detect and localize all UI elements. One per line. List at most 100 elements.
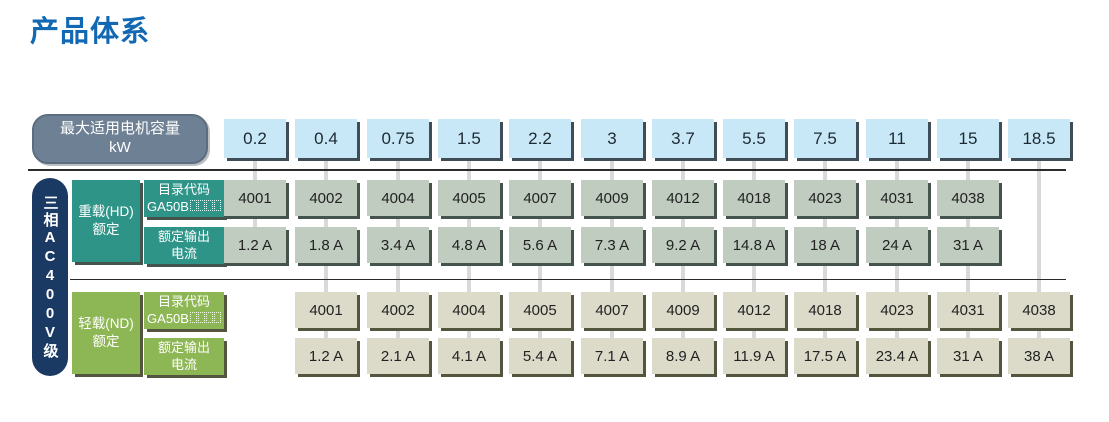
hd-group-label: 重载(HD) 额定 xyxy=(72,180,140,262)
nd-group-line1: 轻载(ND) xyxy=(78,315,134,331)
hd-output-current-cell: 7.3 A xyxy=(581,227,643,263)
output-current-text2: 电流 xyxy=(170,245,197,261)
column-connector-line xyxy=(895,157,899,376)
kw-value-box: 2.2 xyxy=(509,119,571,158)
column-connector-line xyxy=(1037,157,1041,376)
output-current-text2: 电流 xyxy=(170,356,197,372)
nd-output-current-cell: 1.2 A xyxy=(295,338,357,374)
hd-catalog-code-cell: 4002 xyxy=(295,180,357,216)
nd-output-current-cell: 11.9 A xyxy=(723,338,785,374)
catalog-code-text: 目录代码 xyxy=(157,182,210,198)
nd-catalog-code-cell: 4004 xyxy=(438,292,500,328)
nd-output-current-cell: 2.1 A xyxy=(367,338,429,374)
nd-output-current-row-label: 额定输出 电流 xyxy=(144,338,224,375)
column-connector-line xyxy=(681,157,685,376)
nd-output-current-cell: 23.4 A xyxy=(866,338,928,374)
hd-output-current-cell: 3.4 A xyxy=(367,227,429,263)
hd-output-current-cell: 1.2 A xyxy=(224,227,286,263)
hd-output-current-row-label: 额定输出 电流 xyxy=(144,227,224,264)
hd-catalog-code-cell: 4023 xyxy=(794,180,856,216)
motor-capacity-label: 最大适用电机容量 xyxy=(59,120,180,138)
placeholder-box xyxy=(189,311,197,323)
nd-catalog-code-cell: 4012 xyxy=(723,292,785,328)
hd-output-current-cell: 18 A xyxy=(794,227,856,263)
placeholder-box xyxy=(189,199,197,211)
kw-value-box: 3 xyxy=(581,119,643,158)
output-current-text1: 额定输出 xyxy=(157,229,210,245)
placeholder-box xyxy=(197,311,205,323)
kw-value-box: 11 xyxy=(866,119,928,158)
catalog-code-prefix: GA50B xyxy=(147,310,189,326)
kw-value-box: 3.7 xyxy=(652,119,714,158)
page-title: 产品体系 xyxy=(30,16,151,48)
nd-output-current-cell: 4.1 A xyxy=(438,338,500,374)
hd-catalog-code-cell: 4001 xyxy=(224,180,286,216)
header-divider-line xyxy=(28,169,1066,171)
placeholder-box xyxy=(213,311,221,323)
nd-catalog-code-cell: 4005 xyxy=(509,292,571,328)
hd-output-current-cell: 31 A xyxy=(937,227,999,263)
column-connector-line xyxy=(823,157,827,376)
placeholder-boxes xyxy=(189,199,221,215)
placeholder-box xyxy=(205,311,213,323)
output-current-text1: 额定输出 xyxy=(157,340,210,356)
nd-catalog-code-cell: 4009 xyxy=(652,292,714,328)
nd-catalog-code-cell: 4031 xyxy=(937,292,999,328)
nd-catalog-code-row-label: 目录代码 GA50B xyxy=(144,292,224,329)
hd-catalog-code-cell: 4012 xyxy=(652,180,714,216)
hd-output-current-cell: 24 A xyxy=(866,227,928,263)
placeholder-box xyxy=(197,199,205,211)
nd-output-current-cell: 17.5 A xyxy=(794,338,856,374)
column-connector-line xyxy=(467,157,471,376)
hd-output-current-cell: 9.2 A xyxy=(652,227,714,263)
hd-catalog-code-row-label: 目录代码 GA50B xyxy=(144,180,224,217)
hd-group-line1: 重载(HD) xyxy=(78,203,134,219)
hd-output-current-cell: 14.8 A xyxy=(723,227,785,263)
hd-catalog-code-cell: 4004 xyxy=(367,180,429,216)
hd-output-current-cell: 1.8 A xyxy=(295,227,357,263)
hd-catalog-code-cell: 4018 xyxy=(723,180,785,216)
kw-value-box: 18.5 xyxy=(1008,119,1070,158)
nd-output-current-cell: 31 A xyxy=(937,338,999,374)
nd-catalog-code-cell: 4002 xyxy=(367,292,429,328)
hd-catalog-code-cell: 4005 xyxy=(438,180,500,216)
nd-output-current-cell: 5.4 A xyxy=(509,338,571,374)
nd-group-line2: 额定 xyxy=(92,334,120,349)
hd-output-current-cell: 4.8 A xyxy=(438,227,500,263)
hd-catalog-code-cell: 4031 xyxy=(866,180,928,216)
nd-group-label: 轻载(ND) 额定 xyxy=(72,292,140,374)
motor-capacity-header-pill: 最大适用电机容量 kW xyxy=(32,114,208,164)
nd-catalog-code-cell: 4007 xyxy=(581,292,643,328)
nd-output-current-cell: 8.9 A xyxy=(652,338,714,374)
nd-catalog-code-cell: 4001 xyxy=(295,292,357,328)
kw-value-box: 5.5 xyxy=(723,119,785,158)
column-connector-line xyxy=(324,157,328,376)
column-connector-line xyxy=(610,157,614,376)
placeholder-box xyxy=(205,199,213,211)
nd-catalog-code-cell: 4023 xyxy=(866,292,928,328)
kw-value-box: 1.5 xyxy=(438,119,500,158)
placeholder-boxes xyxy=(189,311,221,327)
kw-value-box: 15 xyxy=(937,119,999,158)
nd-output-current-cell: 7.1 A xyxy=(581,338,643,374)
column-connector-line xyxy=(396,157,400,376)
kw-unit-label: kW xyxy=(109,139,131,156)
column-connector-line xyxy=(966,157,970,376)
kw-value-box: 0.2 xyxy=(224,119,286,158)
kw-value-box: 0.75 xyxy=(367,119,429,158)
hd-catalog-code-cell: 4038 xyxy=(937,180,999,216)
catalog-code-prefix: GA50B xyxy=(147,198,189,214)
voltage-class-pill: 三相AC400V级 xyxy=(32,178,68,376)
placeholder-box xyxy=(213,199,221,211)
hd-catalog-code-cell: 4007 xyxy=(509,180,571,216)
kw-value-box: 7.5 xyxy=(794,119,856,158)
voltage-class-label: 三相AC400V级 xyxy=(41,194,59,360)
nd-catalog-code-cell: 4018 xyxy=(794,292,856,328)
nd-catalog-code-cell: 4038 xyxy=(1008,292,1070,328)
hd-group-line2: 额定 xyxy=(92,222,120,237)
hd-output-current-cell: 5.6 A xyxy=(509,227,571,263)
nd-output-current-cell: 38 A xyxy=(1008,338,1070,374)
section-divider-line xyxy=(70,279,1066,280)
catalog-code-text: 目录代码 xyxy=(157,294,210,310)
